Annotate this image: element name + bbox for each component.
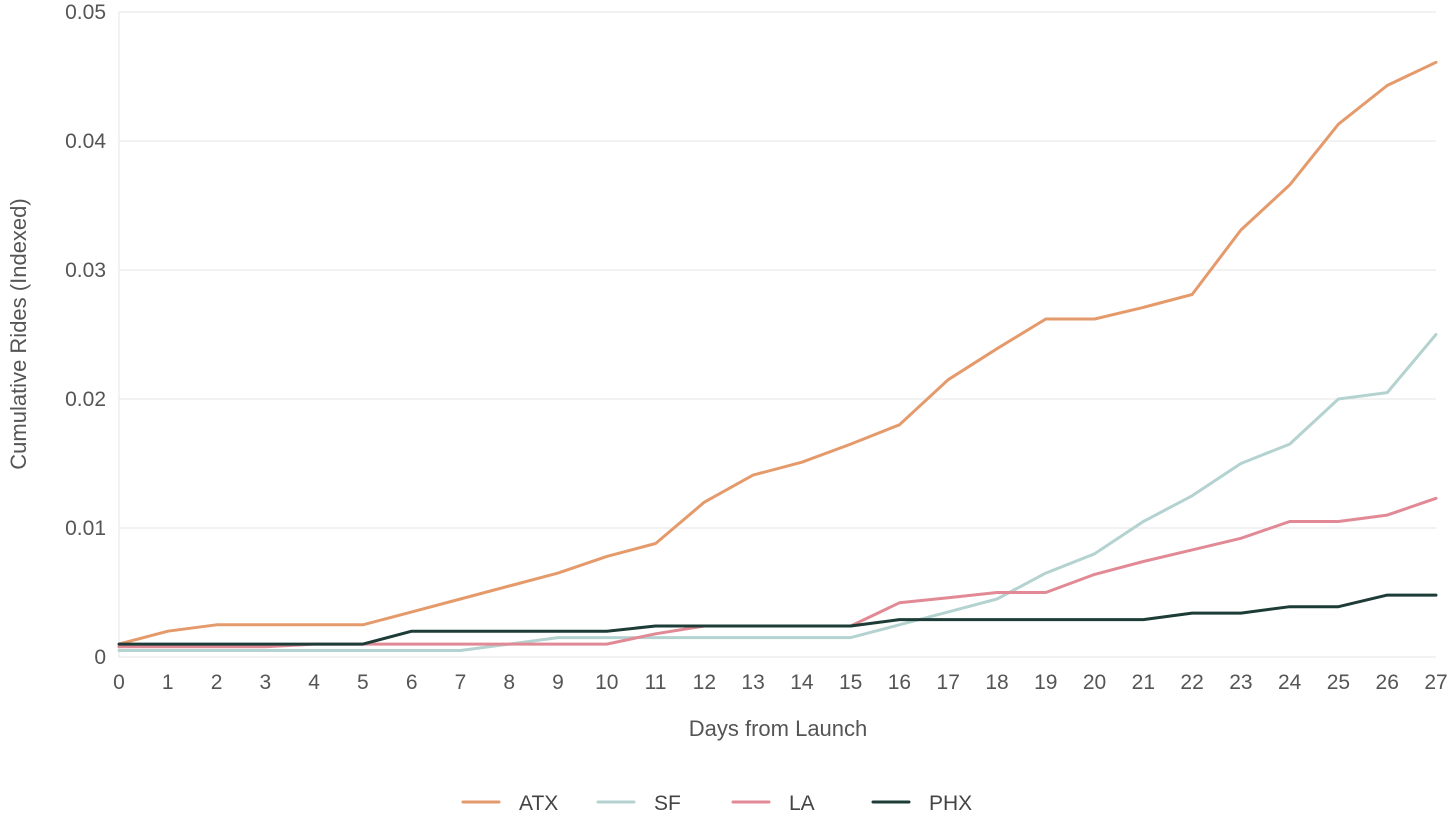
x-tick-label: 1: [162, 671, 174, 694]
y-tick-label: 0.03: [65, 259, 106, 282]
y-tick-label: 0.01: [65, 517, 106, 540]
x-tick-label: 17: [937, 671, 960, 694]
x-tick-label: 20: [1083, 671, 1106, 694]
y-tick-label: 0.02: [65, 388, 106, 411]
x-tick-label: 19: [1034, 671, 1057, 694]
x-tick-label: 21: [1132, 671, 1155, 694]
x-tick-label: 10: [595, 671, 618, 694]
series-layer: [117, 60, 1438, 652]
x-tick-label: 8: [503, 671, 515, 694]
legend-label-atx: ATX: [519, 792, 558, 815]
x-tick-label: 5: [357, 671, 369, 694]
x-tick-label: 24: [1278, 671, 1302, 694]
x-tick-label: 18: [985, 671, 1008, 694]
x-tick-label: 25: [1327, 671, 1350, 694]
x-tick-label: 6: [406, 671, 418, 694]
axis-layer: 00.010.020.030.040.050 1 2 3 4 5 6 7 8 9 10 11 12 13 1…: [65, 1, 1448, 694]
legend-label-sf: SF: [654, 792, 681, 815]
x-tick-label: 9: [552, 671, 564, 694]
legend-label-la: LA: [789, 792, 815, 815]
x-tick-label: 4: [308, 671, 320, 694]
x-tick-label: 14: [790, 671, 814, 694]
y-tick-label: 0.05: [65, 1, 106, 24]
x-tick-label: 3: [259, 671, 271, 694]
x-tick-label: 7: [455, 671, 467, 694]
x-axis-title: Days from Launch: [689, 716, 868, 741]
x-tick-label: 2: [211, 671, 223, 694]
series-line-sf: [117, 333, 1438, 652]
x-tick-label: 16: [888, 671, 911, 694]
x-tick-label: 22: [1180, 671, 1203, 694]
x-tick-label: 15: [839, 671, 862, 694]
x-tick-label: 23: [1229, 671, 1252, 694]
y-axis-title: Cumulative Rides (Indexed): [6, 198, 31, 469]
x-tick-label: 0: [113, 671, 125, 694]
series-line-atx: [117, 60, 1438, 646]
y-tick-label: 0.04: [65, 130, 106, 153]
x-tick-label: 11: [645, 671, 667, 694]
y-tick-label: 0: [94, 646, 106, 669]
x-tick-label: 12: [693, 671, 716, 694]
legend-label-phx: PHX: [929, 792, 972, 815]
grid-layer: [118, 11, 1436, 658]
legend: ATX SF LA PHX: [461, 792, 972, 815]
x-tick-label: 26: [1376, 671, 1399, 694]
x-tick-label: 27: [1424, 671, 1447, 694]
series-line-phx: [117, 593, 1438, 646]
x-tick-label: 13: [741, 671, 764, 694]
